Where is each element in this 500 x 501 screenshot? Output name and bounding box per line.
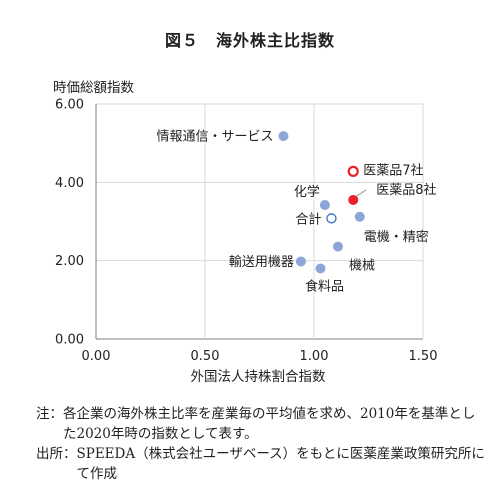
data-point [347,165,359,177]
x-tick-label: 0.00 [82,349,111,364]
point-label: 合計 [295,211,321,227]
point-label: 機械 [349,259,375,274]
point-label: 医薬品8社 [376,182,436,198]
data-point [315,263,326,274]
data-point [295,256,306,267]
source-label: 出所： [36,446,77,462]
data-point [354,211,365,222]
y-tick-label: 0.00 [55,333,84,348]
x-axis-label: 外国法人持株割合指数 [191,368,326,385]
y-axis-label: 時価総額指数 [53,80,134,96]
x-tick-label: 1.50 [409,349,438,364]
leader-line [354,189,367,198]
point-label: 情報通信・サービス [156,130,273,145]
scatter-chart: 0.00 2.00 4.00 6.00 0.00 0.50 1.00 1.50 時価総額指数外国… [53,80,438,385]
point-label: 医薬品7社 [363,162,423,178]
point-label: 輸送用機器 [229,255,294,270]
x-tick-label: 1.00 [300,349,329,364]
y-tick-label: 6.00 [55,98,84,113]
y-tick-label: 4.00 [55,176,84,191]
data-point [319,200,330,211]
note-row: 注： 各企業の海外株主比率を産業毎の平均値を求め、2010年を基準とした2020… [36,404,486,444]
note-text: 各企業の海外株主比率を産業毎の平均値を求め、2010年を基準とした2020年時の… [63,406,476,442]
y-tick-label: 2.00 [55,254,84,269]
figure-title: 図５ 海外株主比指数 [164,31,335,50]
data-point [332,241,343,252]
notes-section: 注： 各企業の海外株主比率を産業毎の平均値を求め、2010年を基準とした2020… [36,404,486,484]
note-label: 注： [36,406,63,422]
data-point [326,213,337,224]
source-text: SPEEDA（株式会社ユーザベース）をもとに医薬産業政策研究所にて作成 [76,446,485,482]
point-label: 化学 [294,184,320,200]
data-point [278,131,289,142]
point-label: 食料品 [305,279,344,295]
point-label: 電機・精密 [364,229,429,245]
data-point [348,194,359,205]
x-tick-label: 0.50 [191,349,220,364]
source-row: 出所： SPEEDA（株式会社ユーザベース）をもとに医薬産業政策研究所にて作成 [36,444,486,484]
